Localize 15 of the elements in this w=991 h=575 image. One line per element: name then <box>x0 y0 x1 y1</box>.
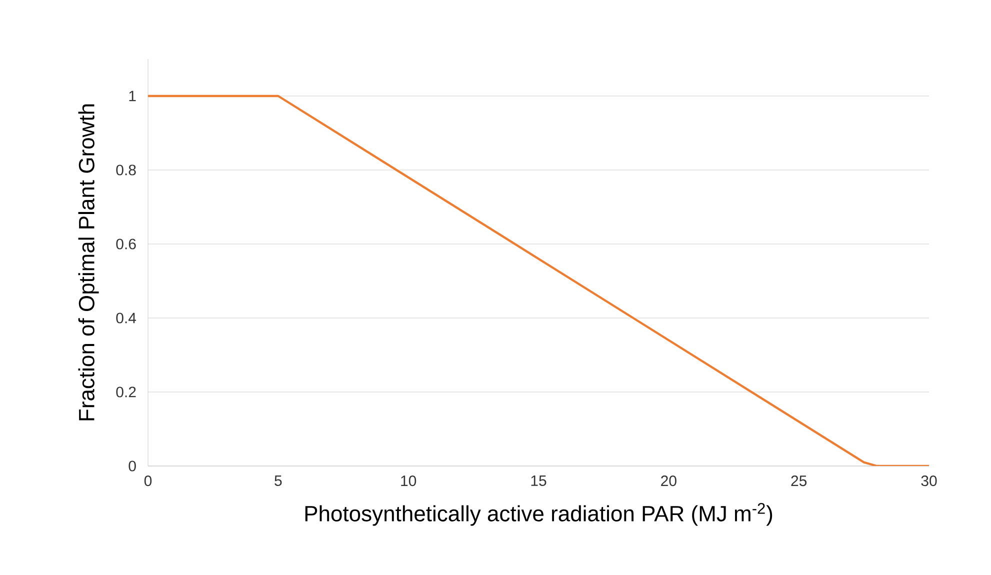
y-tick-label: 0 <box>128 460 136 472</box>
x-tick-label: 15 <box>531 476 546 486</box>
x-tick-label: 20 <box>661 476 676 486</box>
x-axis-title: Photosynthetically active radiation PAR (MJ m$^{-2}$) <box>305 502 772 526</box>
y-tick-label: 0.6 <box>116 238 136 250</box>
x-tick-label: 10 <box>401 476 416 486</box>
x-tick-label: 30 <box>921 476 937 486</box>
x-tick-label: 0 <box>144 476 152 486</box>
x-tick-label: 5 <box>274 476 282 486</box>
y-tick-label: 0.2 <box>116 386 136 398</box>
y-tick-label: 1 <box>129 90 136 102</box>
y-tick-label: 0.4 <box>116 312 136 324</box>
x-tick-label: 25 <box>791 476 807 486</box>
y-axis-title: Fraction of Optimal Plant Growth <box>78 104 99 420</box>
y-tick-label: 0.8 <box>116 164 136 176</box>
